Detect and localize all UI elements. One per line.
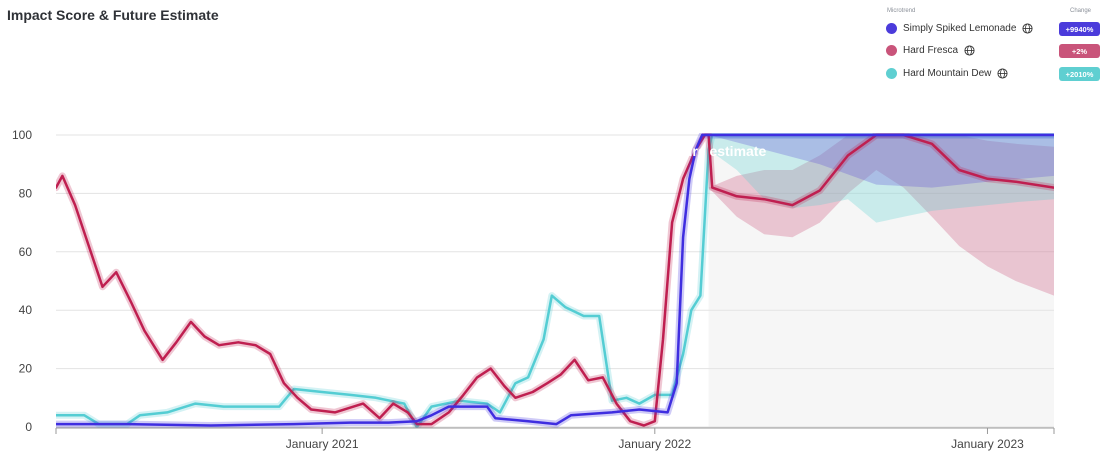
- globe-icon[interactable]: [964, 44, 975, 56]
- y-tick-label: 80: [19, 186, 33, 200]
- legend-header-change: Change: [1070, 8, 1092, 14]
- y-tick-label: 60: [19, 245, 33, 259]
- forecast-band: [708, 135, 1054, 296]
- y-tick-label: 20: [19, 362, 33, 376]
- legend-label: Hard Fresca: [903, 44, 959, 56]
- series-line[interactable]: [56, 133, 1054, 427]
- legend-label: Simply Spiked Lemonade: [903, 22, 1017, 34]
- chart-title: Impact Score & Future Estimate: [7, 7, 219, 23]
- y-tick-label: 100: [12, 128, 32, 142]
- change-badge-simply-spiked-lemonade: +9940%: [1059, 22, 1100, 36]
- globe-icon[interactable]: [1022, 22, 1033, 34]
- legend-label: Hard Mountain Dew: [903, 67, 992, 79]
- x-tick-label: January 2022: [618, 437, 691, 451]
- globe-icon[interactable]: [997, 67, 1008, 79]
- forecast-band: [708, 135, 1054, 188]
- y-tick-label: 40: [19, 303, 33, 317]
- series-line[interactable]: [56, 133, 1054, 427]
- legend-item-hard-fresca[interactable]: Hard Fresca: [886, 42, 975, 58]
- legend-dot: [886, 44, 897, 56]
- y-tick-label: 0: [25, 420, 32, 434]
- x-tick-label: January 2023: [951, 437, 1024, 451]
- legend-dot: [886, 22, 897, 34]
- change-badge-hard-mountain-dew: +2010%: [1059, 67, 1100, 81]
- legend-item-hard-mountain-dew[interactable]: Hard Mountain Dew: [886, 65, 1008, 81]
- future-estimate-region: [708, 135, 1054, 427]
- forecast-band: [708, 135, 1054, 223]
- change-badge-hard-fresca: +2%: [1059, 44, 1100, 58]
- legend-dot: [886, 67, 897, 79]
- series-line[interactable]: [56, 133, 1054, 428]
- legend-item-simply-spiked-lemonade[interactable]: Simply Spiked Lemonade: [886, 20, 1033, 36]
- future-estimate-label: Future estimate: [662, 143, 766, 159]
- x-tick-label: January 2021: [286, 437, 359, 451]
- legend-header-microtrend: Microtrend: [887, 8, 916, 14]
